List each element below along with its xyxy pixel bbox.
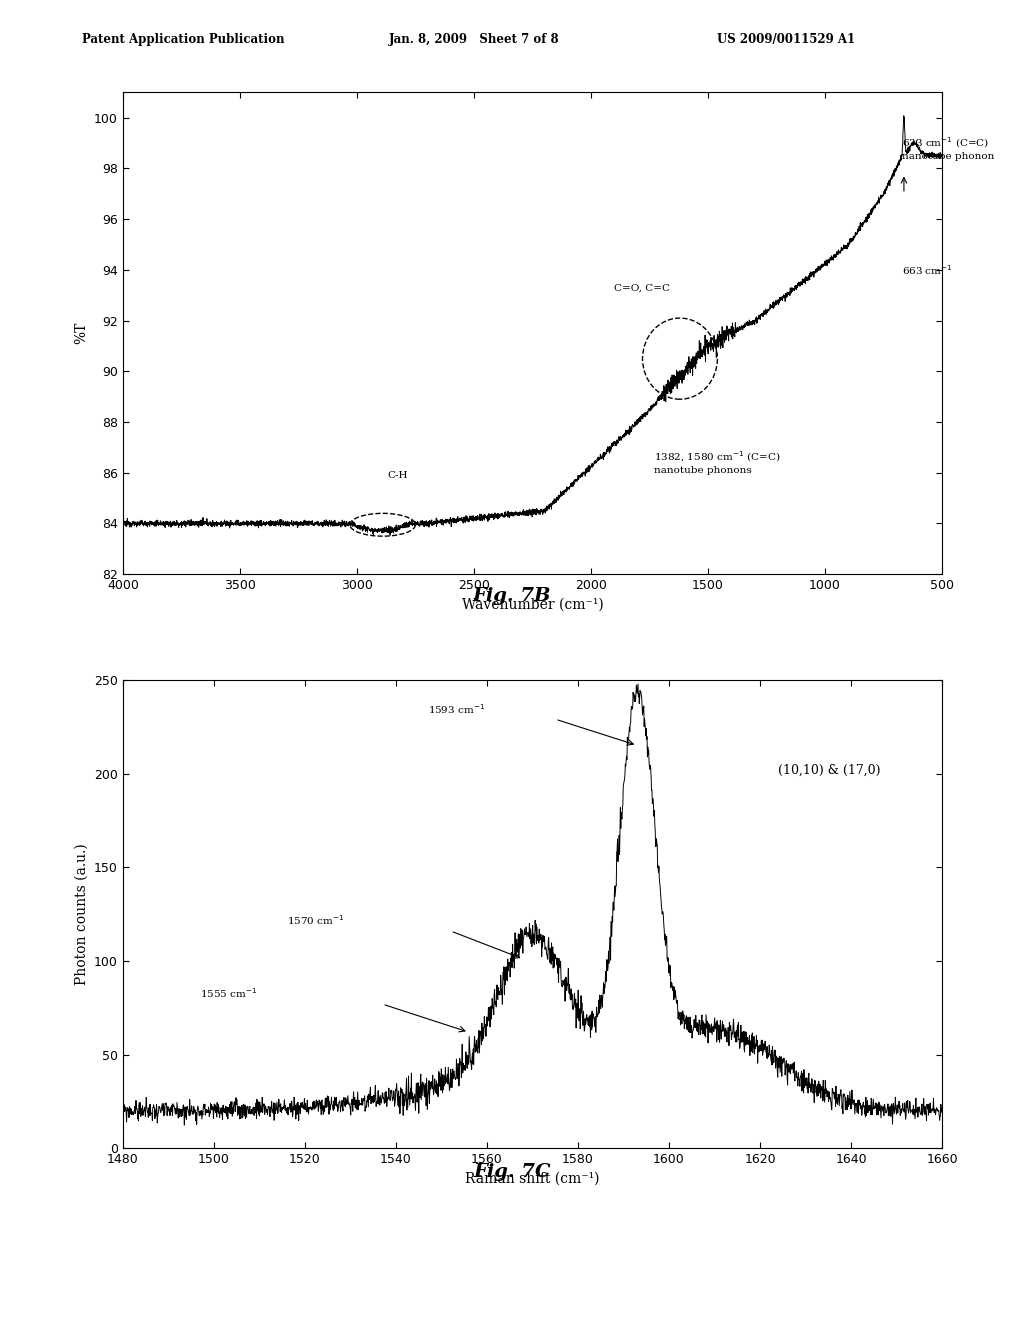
X-axis label: Wavenumber (cm⁻¹): Wavenumber (cm⁻¹) [462, 598, 603, 611]
Text: C=O, C=C: C=O, C=C [614, 284, 671, 292]
Text: (10,10) & (17,0): (10,10) & (17,0) [778, 763, 881, 776]
Text: Fig. 7B: Fig. 7B [473, 586, 551, 605]
Text: Patent Application Publication: Patent Application Publication [82, 33, 285, 46]
Text: C-H: C-H [387, 471, 408, 480]
Text: US 2009/0011529 A1: US 2009/0011529 A1 [717, 33, 855, 46]
X-axis label: Raman shift (cm⁻¹): Raman shift (cm⁻¹) [465, 1172, 600, 1185]
Text: 1555 cm$^{-1}$: 1555 cm$^{-1}$ [201, 986, 258, 1001]
Text: 633 cm$^{-1}$ (C=C)
nanotube phonon: 633 cm$^{-1}$ (C=C) nanotube phonon [902, 136, 994, 161]
Text: 1593 cm$^{-1}$: 1593 cm$^{-1}$ [428, 702, 485, 715]
Text: 1570 cm$^{-1}$: 1570 cm$^{-1}$ [287, 913, 344, 928]
Text: Fig. 7C: Fig. 7C [473, 1163, 551, 1181]
Text: Jan. 8, 2009   Sheet 7 of 8: Jan. 8, 2009 Sheet 7 of 8 [389, 33, 560, 46]
Text: 663 cm$^{-1}$: 663 cm$^{-1}$ [902, 263, 953, 277]
Y-axis label: Photon counts (a.u.): Photon counts (a.u.) [75, 843, 89, 985]
Text: 1382, 1580 cm$^{-1}$ (C=C)
nanotube phonons: 1382, 1580 cm$^{-1}$ (C=C) nanotube phon… [654, 450, 780, 475]
Y-axis label: %T: %T [75, 322, 89, 345]
